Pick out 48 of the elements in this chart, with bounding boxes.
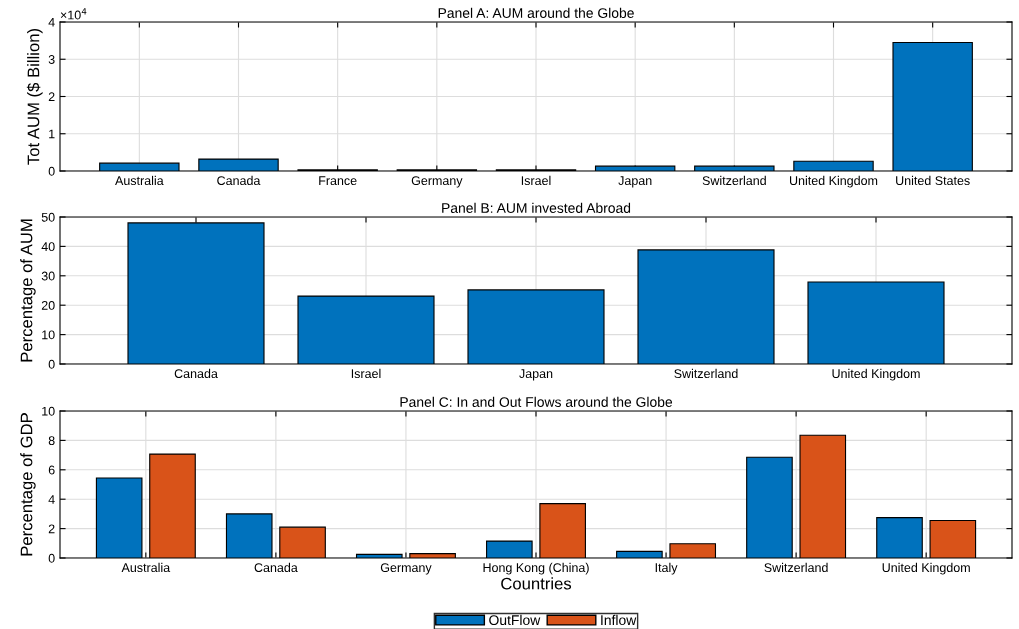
x-tick-label: United Kingdom bbox=[832, 368, 920, 381]
y-axis-title: Tot AUM ($ Billion) bbox=[26, 29, 43, 165]
x-axis-title: Countries bbox=[501, 577, 572, 590]
y-tick-label: 4 bbox=[48, 17, 55, 27]
y-axis-title: Percentage of GDP bbox=[20, 413, 36, 556]
y-tick-label: 1 bbox=[49, 129, 55, 139]
x-tick-label: Canada bbox=[174, 368, 218, 379]
text: ×10$^{4}$ bbox=[60, 8, 87, 20]
x-tick-label: Japan bbox=[519, 369, 553, 381]
y-tick-label: 8 bbox=[48, 436, 55, 446]
x-tick-label: France bbox=[319, 176, 357, 186]
legend-label: Inflow bbox=[601, 614, 637, 626]
y-tick-label: 50 bbox=[41, 212, 55, 222]
x-tick-label: Germany bbox=[411, 176, 463, 188]
x-tick-label: Canada bbox=[254, 562, 298, 573]
y-tick-label: 6 bbox=[48, 465, 55, 475]
y-tick-label: 30 bbox=[41, 271, 55, 281]
x-tick-label: Switzerland bbox=[702, 175, 766, 186]
x-tick-label: Japan bbox=[618, 176, 652, 188]
legend-label: OutFlow bbox=[489, 614, 541, 626]
y-tick-label: 20 bbox=[41, 301, 55, 310]
y-tick-label: 10 bbox=[42, 330, 55, 340]
chart-title: Panel B: AUM invested Abroad bbox=[442, 202, 631, 213]
y-tick-label: 0 bbox=[48, 166, 55, 176]
x-tick-label: Switzerland bbox=[764, 562, 828, 573]
x-tick-label: Switzerland bbox=[674, 368, 738, 379]
x-tick-label: Australia bbox=[115, 175, 164, 186]
chart-title: Panel C: In and Out Flows around the Globe bbox=[400, 396, 673, 407]
x-tick-label: United Kingdom bbox=[882, 562, 970, 575]
x-tick-label: Israel bbox=[351, 368, 381, 379]
x-tick-label: Australia bbox=[121, 562, 171, 573]
x-tick-label: Germany bbox=[380, 563, 432, 575]
y-tick-label: 10 bbox=[42, 406, 55, 416]
x-tick-label: United Kingdom bbox=[790, 175, 878, 188]
x-tick-label: Canada bbox=[217, 175, 261, 186]
y-axis-title: Percentage of AUM bbox=[20, 219, 36, 362]
y-tick-label: 40 bbox=[41, 242, 55, 252]
x-tick-label: Italy bbox=[655, 562, 678, 575]
y-tick-label: 4 bbox=[48, 495, 55, 504]
x-tick-label: United States bbox=[896, 175, 970, 186]
chart-title: Panel A: AUM around the Globe bbox=[438, 7, 634, 18]
y-tick-label: 0 bbox=[48, 553, 55, 563]
x-tick-label: Hong Kong (China) bbox=[483, 562, 589, 575]
y-tick-label: 0 bbox=[48, 359, 55, 369]
y-tick-label: 2 bbox=[48, 92, 55, 102]
y-tick-label: 3 bbox=[48, 55, 55, 64]
x-tick-label: Israel bbox=[521, 175, 551, 186]
y-tick-label: 2 bbox=[48, 524, 55, 534]
